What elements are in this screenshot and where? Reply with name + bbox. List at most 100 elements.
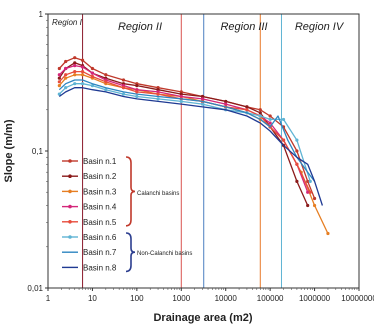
region-labels: Region I Region II Region III Region IV (52, 18, 345, 33)
data-point (64, 76, 68, 80)
data-point (90, 71, 95, 75)
data-point (268, 117, 272, 122)
data-point (73, 73, 77, 77)
data-point (295, 162, 299, 166)
region-boundaries (82, 14, 282, 288)
data-point (80, 65, 85, 69)
data-point (135, 84, 139, 88)
data-point (200, 94, 205, 99)
data-point (281, 117, 286, 122)
data-point (306, 203, 310, 208)
data-point (312, 203, 317, 208)
data-point (135, 90, 139, 94)
legend-label-8: Basin n.8 (83, 263, 117, 272)
group-label-1: Calanchi basins (137, 191, 179, 197)
series-8 (58, 87, 324, 206)
data-point (121, 86, 126, 90)
data-point (104, 73, 108, 77)
data-point (57, 66, 61, 71)
region-label-2: Region II (118, 21, 162, 33)
data-point (90, 84, 95, 88)
x-tick-label: 10 (88, 294, 97, 303)
y-tick-label: 0,01 (27, 284, 43, 293)
data-point (64, 73, 68, 77)
data-point (57, 92, 61, 96)
group-brace-2 (125, 232, 136, 273)
series-line-7 (58, 79, 316, 182)
data-point (268, 114, 272, 118)
group-label-2: Non-Calanchi basins (137, 251, 192, 257)
legend-label-7: Basin n.7 (83, 248, 117, 257)
data-point (200, 97, 205, 101)
data-point (73, 64, 77, 68)
legend-marker-5 (68, 220, 72, 224)
legend-label-3: Basin n.3 (83, 187, 117, 196)
data-point (295, 149, 299, 153)
data-point (268, 121, 272, 125)
data-point (57, 76, 61, 80)
data-point (80, 69, 85, 74)
legend-label-1: Basin n.1 (83, 157, 117, 166)
data-point (156, 90, 160, 94)
series-2 (57, 61, 310, 208)
legend-label-5: Basin n.5 (83, 218, 117, 227)
x-tick-label: 100 (130, 294, 144, 303)
data-point (245, 108, 249, 112)
data-point (80, 82, 85, 86)
legend-marker-3 (68, 189, 72, 194)
data-point (80, 58, 85, 62)
data-point (295, 138, 299, 142)
data-point (73, 69, 77, 74)
series-line-6 (58, 83, 311, 182)
data-point (57, 80, 61, 84)
data-point (64, 86, 68, 90)
axes: 1 10 100 1000 10000 100000 1000000 10000000 0,01… (27, 10, 374, 303)
data-point (64, 59, 68, 64)
legend-label-6: Basin n.6 (83, 233, 117, 242)
y-tick-label: 1 (39, 10, 44, 19)
data-point (179, 94, 183, 99)
legend-label-4: Basin n.4 (83, 203, 117, 212)
data-point (156, 92, 160, 96)
data-point (64, 66, 68, 71)
x-tick-label: 10000 (215, 294, 238, 303)
data-point (308, 179, 312, 183)
data-point (73, 82, 77, 86)
y-axis-title: Slope (m/m) (3, 119, 15, 182)
data-point (73, 56, 77, 60)
x-axis-title: Drainage area (m2) (153, 312, 252, 324)
data-point (156, 97, 160, 101)
region-label-1: Region I (52, 18, 83, 27)
series-line-8 (58, 87, 324, 206)
legend-label-2: Basin n.2 (83, 172, 117, 181)
legend-marker-4 (68, 204, 72, 209)
data-point (179, 92, 183, 96)
data-point (258, 114, 262, 118)
data-point (135, 94, 139, 99)
region-label-3: Region III (220, 21, 267, 33)
data-point (306, 190, 310, 194)
series-6 (57, 82, 312, 183)
x-tick-label: 1 (46, 294, 51, 303)
group-brace-1 (125, 156, 136, 227)
series-7 (58, 79, 316, 182)
data-point (224, 99, 228, 104)
region-label-4: Region IV (295, 21, 345, 33)
data-point (308, 190, 312, 194)
legend: Basin n.1 Basin n.2 Basin n.3 Basin n.4 Basi… (62, 156, 192, 273)
data-point (121, 78, 126, 82)
x-tick-label: 100000 (257, 294, 284, 303)
data-point (179, 90, 183, 94)
legend-marker-2 (68, 174, 72, 178)
data-point (295, 179, 299, 183)
data-point (90, 74, 95, 79)
data-point (281, 138, 286, 142)
series-lines (57, 56, 330, 236)
data-point (73, 61, 77, 65)
data-point (258, 111, 262, 115)
data-point (121, 92, 126, 96)
data-point (57, 84, 61, 88)
data-point (80, 73, 85, 77)
x-tick-label: 1000000 (299, 294, 331, 303)
